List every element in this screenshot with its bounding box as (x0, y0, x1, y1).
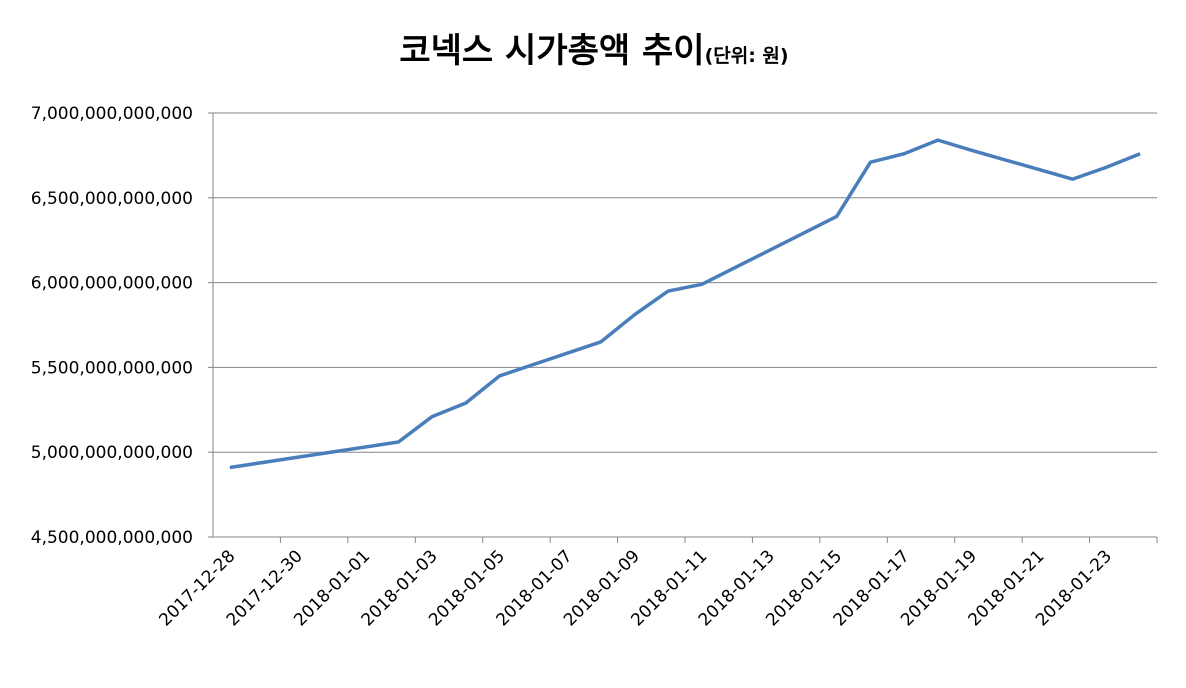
y-tick-label: 4,500,000,000,000 (31, 528, 193, 548)
line-series (229, 138, 1141, 470)
y-tick-label: 6,500,000,000,000 (31, 189, 193, 209)
chart-title: 코넥스 시가총액 추이 (399, 31, 704, 71)
y-tick-label: 7,000,000,000,000 (31, 104, 193, 124)
chart-title-group: 코넥스 시가총액 추이(단위: 원) (399, 31, 788, 71)
y-tick-label: 6,000,000,000,000 (31, 274, 193, 294)
y-tick-label: 5,000,000,000,000 (31, 443, 193, 463)
y-tick-label: 5,500,000,000,000 (31, 358, 193, 378)
chart-subtitle: (단위: 원) (705, 45, 789, 67)
